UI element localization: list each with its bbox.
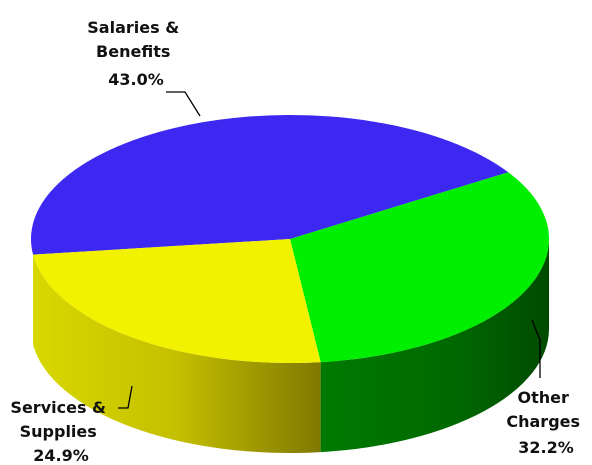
pie-side-services-supplies bbox=[33, 254, 321, 454]
pie-side-other-charges bbox=[320, 239, 549, 453]
leader-line-salaries-benefits bbox=[166, 91, 201, 117]
leader-line-services-supplies bbox=[118, 385, 133, 409]
label-line: Salaries & bbox=[87, 18, 179, 37]
label-salaries-benefits: Salaries & Benefits 43.0% bbox=[87, 18, 184, 89]
pie-slice-other-charges bbox=[290, 172, 550, 363]
label-other-charges: Other Charges 32.2% bbox=[506, 388, 585, 457]
pie-slice-services-supplies bbox=[33, 239, 321, 364]
label-line: Services & bbox=[10, 398, 106, 417]
value-label: 24.9% bbox=[33, 446, 89, 465]
value-label: 43.0% bbox=[108, 70, 164, 89]
value-label: 32.2% bbox=[518, 438, 574, 457]
label-line: Supplies bbox=[20, 422, 97, 441]
leader-line-other-charges bbox=[531, 319, 541, 378]
label-line: Charges bbox=[506, 412, 580, 431]
pie-slice-salaries-benefits bbox=[30, 114, 509, 255]
label-line: Benefits bbox=[96, 42, 170, 61]
label-services-supplies: Services & Supplies 24.9% bbox=[10, 398, 111, 465]
label-line: Other bbox=[518, 388, 569, 407]
